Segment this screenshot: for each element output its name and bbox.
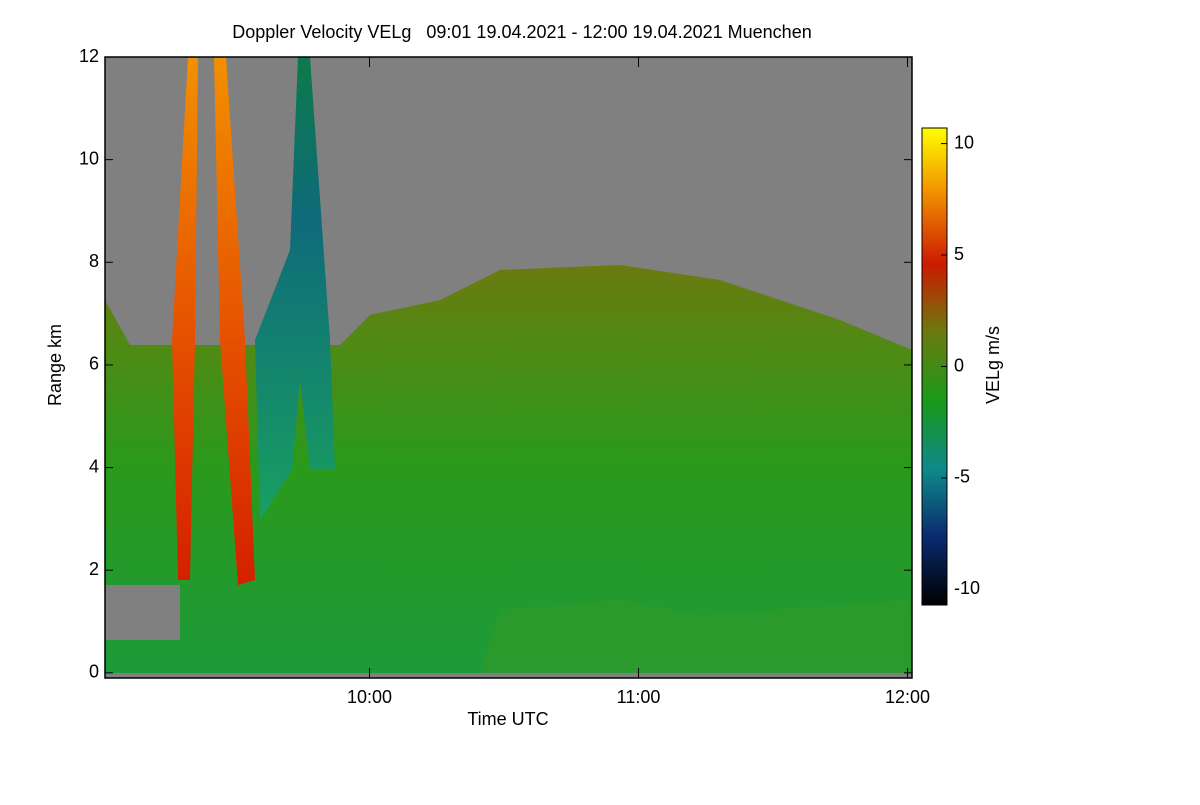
colorbar-tick-label: -10 [954, 578, 980, 598]
y-tick-label: 10 [79, 148, 99, 168]
x-axis-label: Time UTC [467, 709, 548, 729]
x-tick-label: 11:00 [617, 687, 661, 707]
echo-plume [214, 57, 255, 585]
velocity-field [105, 57, 912, 678]
x-tick-label: 12:00 [885, 687, 930, 707]
chart-title: Doppler Velocity VELg 09:01 19.04.2021 -… [232, 22, 811, 42]
y-tick-label: 8 [89, 251, 99, 271]
colorbar-tick-label: 5 [954, 244, 964, 264]
field-gap [105, 585, 180, 640]
y-tick-label: 0 [89, 662, 99, 682]
y-tick-label: 2 [89, 559, 99, 579]
y-tick-label: 6 [89, 354, 99, 374]
colorbar-tick-label: 0 [954, 355, 964, 375]
colorbar-tick-label: 10 [954, 132, 974, 152]
echo-plume [172, 57, 198, 580]
y-tick-label: 4 [89, 456, 99, 476]
echo-region [480, 600, 912, 673]
plot-frame [104, 56, 913, 679]
echo-plume [255, 57, 335, 520]
colorbar-label: VELg m/s [983, 326, 1003, 404]
y-axis-label: Range km [45, 324, 65, 406]
y-tick-label: 12 [79, 46, 99, 66]
x-tick-label: 10:00 [347, 687, 392, 707]
colorbar-tick-label: -5 [954, 467, 970, 487]
